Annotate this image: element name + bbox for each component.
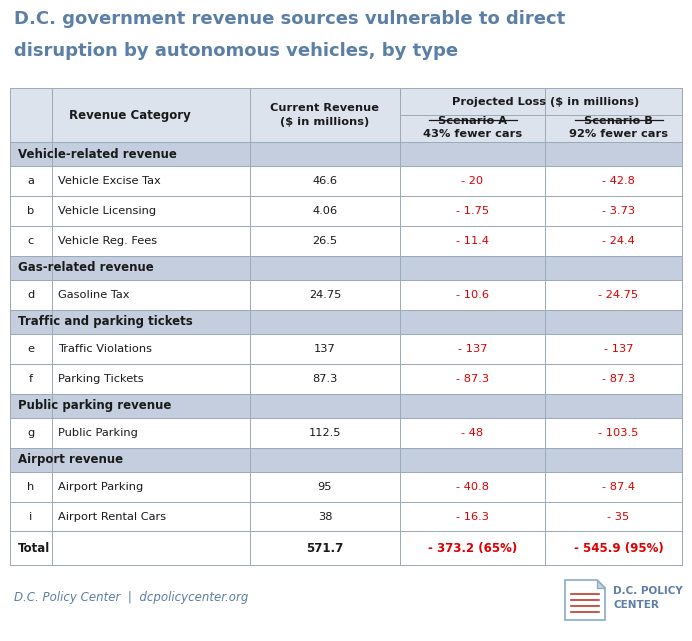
Text: b: b [28, 206, 35, 216]
Text: Vehicle-related revenue: Vehicle-related revenue [18, 147, 177, 161]
Text: Vehicle Licensing: Vehicle Licensing [58, 206, 156, 216]
Bar [10, 531, 682, 565]
Bar [10, 166, 682, 196]
Text: Revenue Category: Revenue Category [69, 108, 191, 122]
Text: - 87.3: - 87.3 [602, 374, 635, 384]
Text: Current Revenue
($ in millions): Current Revenue ($ in millions) [271, 103, 379, 127]
Text: - 40.8: - 40.8 [456, 482, 489, 492]
Text: Airport revenue: Airport revenue [18, 453, 123, 466]
Text: - 1.75: - 1.75 [456, 206, 489, 216]
Text: a: a [28, 176, 35, 186]
Text: Scenario A
43% fewer cars: Scenario A 43% fewer cars [423, 116, 522, 139]
Bar [10, 256, 682, 280]
Bar [10, 472, 682, 502]
Text: disruption by autonomous vehicles, by type: disruption by autonomous vehicles, by ty… [14, 42, 458, 60]
Text: 137: 137 [314, 344, 336, 354]
Text: - 103.5: - 103.5 [599, 428, 639, 438]
Text: f: f [29, 374, 33, 384]
Text: - 24.75: - 24.75 [599, 290, 639, 300]
Text: - 137: - 137 [603, 344, 633, 354]
Text: - 87.4: - 87.4 [602, 482, 635, 492]
Text: 571.7: 571.7 [307, 542, 344, 554]
Text: Projected Loss ($ in millions): Projected Loss ($ in millions) [453, 97, 639, 106]
Text: g: g [28, 428, 35, 438]
Text: Airport Rental Cars: Airport Rental Cars [58, 512, 166, 522]
Bar [10, 447, 682, 472]
Text: - 11.4: - 11.4 [456, 236, 489, 246]
Text: 4.06: 4.06 [312, 206, 338, 216]
Text: Public parking revenue: Public parking revenue [18, 399, 172, 412]
Text: Public Parking: Public Parking [58, 428, 138, 438]
Text: Parking Tickets: Parking Tickets [58, 374, 144, 384]
Text: - 42.8: - 42.8 [602, 176, 635, 186]
Text: 38: 38 [318, 512, 332, 522]
Text: - 48: - 48 [462, 428, 484, 438]
Text: - 137: - 137 [457, 344, 487, 354]
Text: Scenario B
92% fewer cars: Scenario B 92% fewer cars [569, 116, 668, 139]
Bar [10, 363, 682, 394]
Text: - 373.2 (65%): - 373.2 (65%) [428, 542, 517, 554]
Text: e: e [28, 344, 35, 354]
Text: - 545.9 (95%): - 545.9 (95%) [574, 542, 664, 554]
Bar [10, 418, 682, 447]
Text: i: i [29, 512, 33, 522]
Text: Vehicle Reg. Fees: Vehicle Reg. Fees [58, 236, 157, 246]
Bar [10, 88, 682, 142]
Text: - 10.6: - 10.6 [456, 290, 489, 300]
Text: h: h [28, 482, 35, 492]
Text: D.C. government revenue sources vulnerable to direct: D.C. government revenue sources vulnerab… [14, 10, 565, 28]
Bar [10, 226, 682, 256]
Text: Vehicle Excise Tax: Vehicle Excise Tax [58, 176, 161, 186]
Text: - 24.4: - 24.4 [602, 236, 635, 246]
Text: Traffic and parking tickets: Traffic and parking tickets [18, 315, 193, 328]
Text: Airport Parking: Airport Parking [58, 482, 143, 492]
Bar [10, 310, 682, 334]
Text: - 16.3: - 16.3 [456, 512, 489, 522]
Text: 95: 95 [318, 482, 332, 492]
Bar [10, 394, 682, 418]
Bar [10, 142, 682, 166]
Polygon shape [597, 580, 605, 588]
Text: D.C. Policy Center  |  dcpolicycenter.org: D.C. Policy Center | dcpolicycenter.org [14, 592, 248, 604]
Text: d: d [28, 290, 35, 300]
Text: 46.6: 46.6 [313, 176, 338, 186]
Text: 112.5: 112.5 [309, 428, 341, 438]
Bar [10, 502, 682, 531]
Text: Gas-related revenue: Gas-related revenue [18, 262, 154, 274]
Text: Traffic Violations: Traffic Violations [58, 344, 152, 354]
Text: D.C. POLICY
CENTER: D.C. POLICY CENTER [613, 587, 683, 610]
Text: 24.75: 24.75 [309, 290, 341, 300]
Text: - 3.73: - 3.73 [602, 206, 635, 216]
Bar [10, 280, 682, 310]
Text: - 87.3: - 87.3 [456, 374, 489, 384]
Text: c: c [28, 236, 34, 246]
Text: 26.5: 26.5 [312, 236, 338, 246]
Bar [10, 196, 682, 226]
Text: Total: Total [18, 542, 51, 554]
Text: Gasoline Tax: Gasoline Tax [58, 290, 129, 300]
Text: - 20: - 20 [462, 176, 484, 186]
Text: - 35: - 35 [608, 512, 630, 522]
Bar [10, 334, 682, 363]
Text: 87.3: 87.3 [312, 374, 338, 384]
